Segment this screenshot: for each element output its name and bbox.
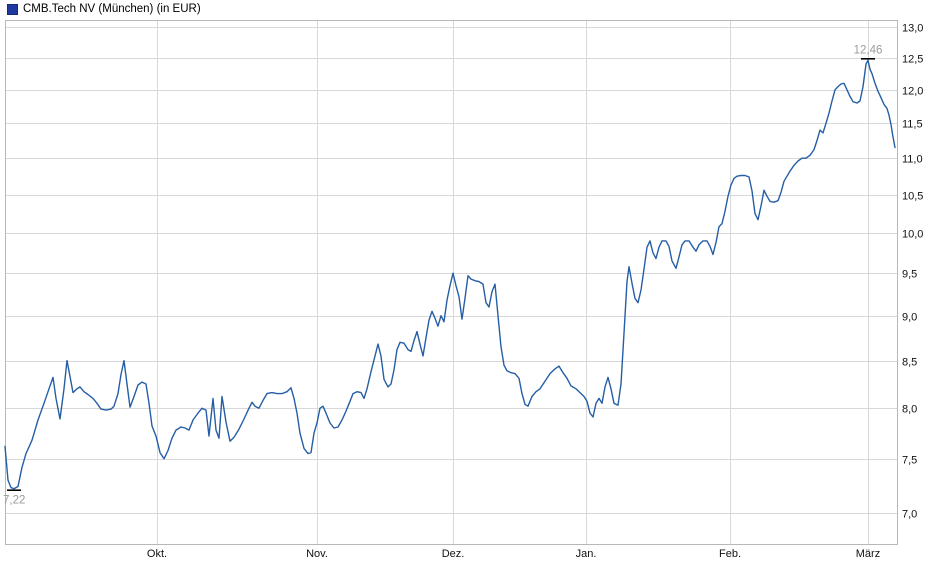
y-axis-tick-label: 9,0 — [902, 312, 917, 324]
price-line — [4, 59, 896, 490]
min-value-label: 7,22 — [3, 495, 25, 507]
y-axis-tick-label: 10,5 — [902, 191, 923, 203]
x-axis-tick-label: Jan. — [576, 548, 597, 560]
x-axis-tick-label: Feb. — [719, 548, 741, 560]
plot-border — [5, 20, 898, 545]
y-axis-tick-label: 8,5 — [902, 357, 917, 369]
y-axis-tick-label: 13,0 — [902, 23, 923, 35]
y-axis-tick-label: 10,0 — [902, 229, 923, 241]
y-axis-tick-label: 8,0 — [902, 404, 917, 416]
x-axis-tick-label: Dez. — [442, 548, 465, 560]
x-axis-tick-label: Nov. — [306, 548, 328, 560]
x-axis-tick-label: Okt. — [147, 548, 167, 560]
legend-color-swatch — [7, 3, 18, 15]
y-axis-tick-label: 12,0 — [902, 86, 923, 98]
y-axis-tick-label: 11,5 — [902, 119, 923, 131]
y-axis-tick-label: 7,5 — [902, 455, 917, 467]
y-axis-tick-label: 11,0 — [902, 154, 923, 166]
y-axis-tick-label: 12,5 — [902, 54, 923, 66]
y-axis-tick-label: 9,5 — [902, 269, 917, 281]
y-axis-tick-label: 7,0 — [902, 509, 917, 521]
chart-header: CMB.Tech NV (München) (in EUR) — [7, 3, 201, 15]
x-axis-tick-label: März — [856, 548, 880, 560]
chart-title: CMB.Tech NV (München) (in EUR) — [23, 3, 201, 15]
max-value-label: 12,46 — [854, 44, 883, 56]
